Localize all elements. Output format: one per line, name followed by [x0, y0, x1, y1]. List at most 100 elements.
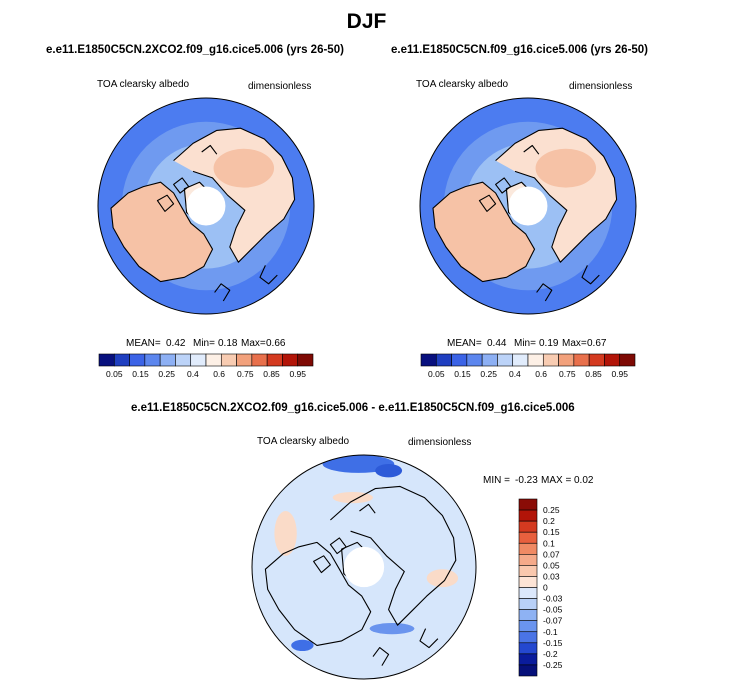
- panel1-colorbar-tick: 0.25: [158, 369, 175, 379]
- panel3-coast-island: [329, 537, 347, 555]
- panel3-pos-patch-west: [274, 511, 297, 556]
- panel1-colorbar-tick: 0.75: [237, 369, 254, 379]
- panel3-colorbar-swatch: [518, 642, 538, 655]
- panel2-colorbar-tick: 0.85: [585, 369, 602, 379]
- panel2-colorbar-swatch: [497, 353, 514, 367]
- panel3-colorbar-tick: 0.2: [543, 516, 555, 526]
- panel1-mean-label: MEAN=: [126, 338, 161, 349]
- panel1-coast-eurasia: [173, 127, 296, 263]
- panel1-colorbar-swatch: [129, 353, 146, 367]
- panel3-colorbar-swatch: [518, 653, 538, 666]
- panel3-colorbar-swatch: [518, 587, 538, 599]
- panel1-colorbar-swatch: [159, 353, 176, 367]
- panel3-colorbar-swatch: [518, 609, 538, 621]
- panel2-case-title: e.e11.E1850C5CN.f09_g16.cice5.006 (yrs 2…: [391, 44, 649, 56]
- panel3-colorbar-swatch: [518, 598, 538, 610]
- panel3-colorbar-swatch: [518, 542, 538, 555]
- panel1-min-value: 0.18: [218, 338, 238, 349]
- panel2-colorbar-swatch: [542, 353, 559, 367]
- panel2-north-america-field: [433, 182, 535, 282]
- panel2-coast-segment: [581, 265, 600, 285]
- panel3-colorbar-tick: -0.25: [543, 660, 563, 670]
- panel2-mean-value: 0.44: [487, 338, 507, 349]
- panel2-colorbar-swatch: [435, 353, 452, 367]
- panel1-colorbar-swatch: [98, 353, 115, 367]
- panel3-coast-eurasia: [330, 485, 457, 626]
- panel2-max-label: Max=: [562, 338, 587, 349]
- panel3-neg-band-southwest: [291, 639, 314, 652]
- panel3-colorbar-tick: 0.05: [543, 560, 560, 570]
- panel2-colorbar-tick: 0.6: [535, 369, 547, 379]
- panel2-colorbar-swatch: [619, 353, 636, 367]
- panel1-mean-value: 0.42: [166, 338, 186, 349]
- panel3-neg-core: [375, 463, 403, 478]
- panel1-colorbar-tick: 0.15: [132, 369, 149, 379]
- panel2-min-value: 0.19: [539, 338, 559, 349]
- panel1-colorbar-swatch: [236, 353, 253, 367]
- panel2-max-value: 0.67: [587, 338, 607, 349]
- panel1-colorbar-swatch: [175, 353, 192, 367]
- panel1-colorbar-swatch: [251, 353, 268, 367]
- panel3-colorbar-tick: 0.1: [543, 538, 555, 548]
- panel3-colorbar-tick: 0: [543, 583, 548, 593]
- panel3-colorbar-tick: -0.2: [543, 649, 558, 659]
- panel2-colorbar-swatch: [420, 353, 437, 367]
- panel1-colorbar-swatch: [297, 353, 314, 367]
- panel1-coast-segment: [259, 265, 278, 285]
- panel1-colorbar-swatch: [144, 353, 161, 367]
- panel1-colorbar-swatch: [205, 353, 222, 367]
- panel2-colorbar-tick: 0.75: [559, 369, 576, 379]
- panel1-coast-segment: [201, 144, 218, 155]
- panel3-colorbar-tick: 0.07: [543, 549, 560, 559]
- panel3-colorbar-tick: -0.07: [543, 616, 563, 626]
- panel1-map: [98, 98, 314, 314]
- panel2-colorbar-swatch: [573, 353, 590, 367]
- panel3-coast-north-america: [264, 541, 372, 646]
- panel2-colorbar-swatch: [512, 353, 529, 367]
- panel1-colorbar-tick: 0.95: [289, 369, 306, 379]
- panel1-colorbar-swatch: [220, 353, 237, 367]
- panel1-case-title: e.e11.E1850C5CN.2XCO2.f09_g16.cice5.006 …: [46, 44, 344, 56]
- panel3-colorbar-tick: 0.15: [543, 527, 560, 537]
- panel3-colorbar-tick: 0.03: [543, 571, 560, 581]
- panel3-colorbar-swatch: [518, 664, 538, 677]
- panel3-colorbar-swatch: [518, 576, 538, 588]
- panel3-max-label: MAX =: [541, 475, 572, 486]
- panel3-coast-island: [313, 555, 331, 574]
- panel3-colorbar-swatch: [518, 498, 538, 511]
- panel2-variable-label: TOA clearsky albedo: [416, 79, 509, 90]
- panel2-colorbar-swatch: [527, 353, 544, 367]
- panel3-max-value: 0.02: [574, 475, 594, 486]
- panel1-north-america-field: [111, 182, 213, 282]
- panel3-colorbar-swatch: [518, 565, 538, 577]
- panel1-pole-hole: [186, 186, 226, 226]
- panel2-siberia-high: [535, 148, 597, 188]
- panel2-coast-island: [478, 194, 497, 212]
- panel3-variable-label: TOA clearsky albedo: [257, 436, 350, 447]
- panel1-max-value: 0.66: [266, 338, 286, 349]
- panel1-colorbar-tick: 0.4: [187, 369, 199, 379]
- panel2-colorbar-swatch: [451, 353, 468, 367]
- panel3-colorbar-swatch: [518, 554, 538, 566]
- panel2-colorbar-swatch: [466, 353, 483, 367]
- panel1-colorbar-tick: 0.05: [106, 369, 123, 379]
- page-title: DJF: [346, 10, 387, 33]
- panel1-colorbar-swatch: [190, 353, 207, 367]
- panel3-pole-hole: [343, 546, 385, 588]
- panel3-min-label: MIN =: [483, 475, 510, 486]
- panel2-colorbar-swatch: [588, 353, 605, 367]
- panel3-colorbar-tick: -0.15: [543, 638, 563, 648]
- panel1-max-label: Max=: [241, 338, 266, 349]
- panel3-colorbar-swatch: [518, 520, 538, 533]
- panel1-map-rim: [97, 97, 315, 315]
- panel2-colorbar-tick: 0.15: [454, 369, 471, 379]
- panel2-units-label: dimensionless: [569, 81, 633, 92]
- panel1-coast-north-america: [110, 181, 214, 283]
- panel3-units-label: dimensionless: [408, 437, 472, 448]
- panel3-map: [252, 455, 476, 679]
- panel2-coast-island: [495, 177, 512, 194]
- panel3-colorbar-tick: -0.1: [543, 627, 558, 637]
- panel3-coast-segment: [372, 647, 390, 666]
- panel2-coast-north-america: [432, 181, 536, 283]
